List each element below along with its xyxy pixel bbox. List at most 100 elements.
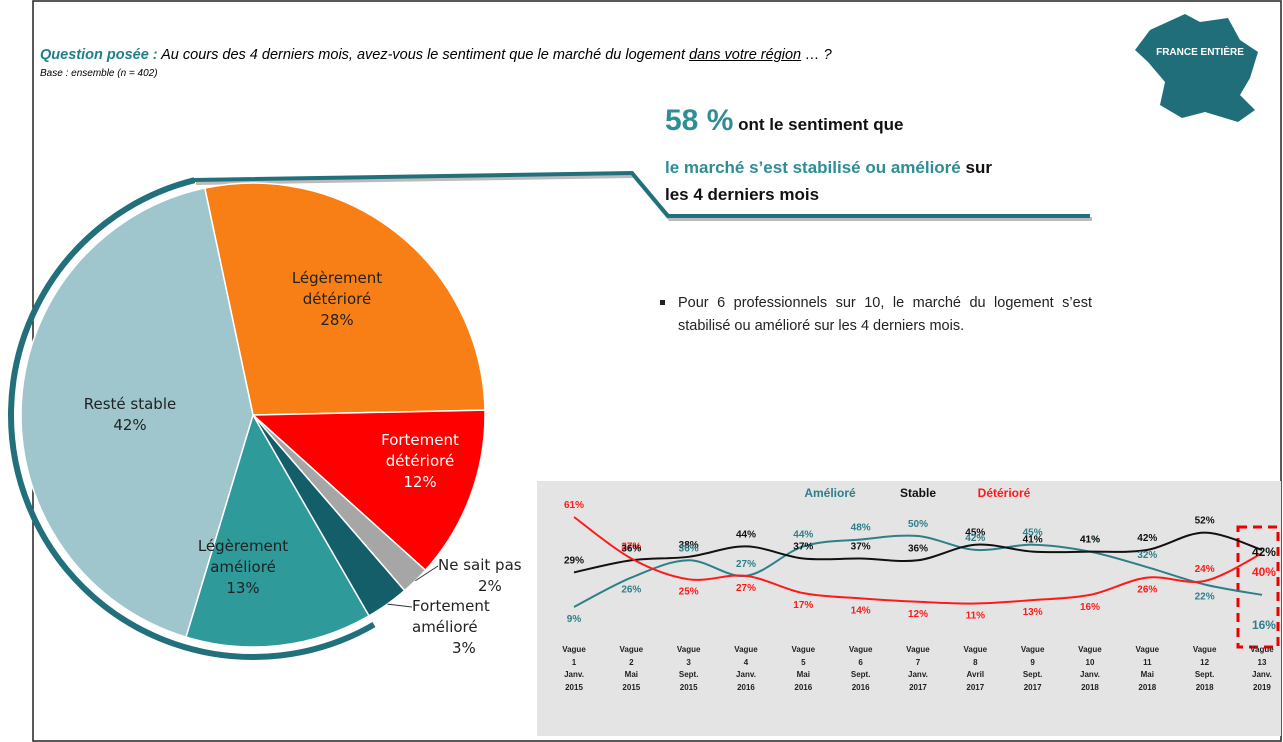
x-tick-line: 2 [629,657,634,667]
line-panel [537,481,1281,736]
x-tick-label: Vague 9 Sept. 2017 [1013,644,1053,694]
x-tick-label: Vague 13 Janv. 2019 [1242,644,1282,694]
x-tick-line: 10 [1085,657,1095,667]
x-tick-label: Vague 1 Janv. 2015 [554,644,594,694]
leader-line [415,565,439,582]
x-tick-line: Janv. [564,670,584,679]
x-tick-line: Sept. [850,670,871,679]
x-tick-label: Vague 12 Sept. 2018 [1185,644,1225,694]
x-tick-line: 7 [915,657,921,667]
category-label: Ne sait pas [438,556,522,574]
x-tick-line: 12 [1200,657,1210,667]
value-label: 38% [679,540,699,551]
value-label: 42% [113,416,147,434]
question-lead: Question posée : [40,47,158,63]
x-tick-line: 2017 [909,682,927,692]
value-label: 32% [1137,550,1157,561]
value-label: 13% [226,579,260,597]
x-tick-line: 2016 [794,682,813,692]
value-label: 12% [908,609,928,620]
value-label: 45% [965,528,985,539]
x-tick-line: Vague [963,645,988,654]
x-tick-line: Vague [791,645,816,654]
value-label: 42% [1137,533,1157,544]
x-tick-line: 3 [686,657,691,667]
pie-label: Resté stable 42% [60,394,200,436]
category-label: Légèrement amélioré [197,537,289,576]
x-tick-line: Avril [966,670,985,679]
value-label: 48% [851,523,871,534]
headline-highlight: le marché s’est stabilisé ou amélioré [665,158,961,177]
pie-label: Légèrement détérioré 28% [262,268,412,331]
value-label: 41% [1080,535,1100,546]
value-label: 36% [908,543,928,554]
x-tick-line: Mai [1140,670,1154,679]
x-tick-label: Vague 7 Janv. 2017 [898,644,938,694]
x-tick-line: Janv. [736,670,756,679]
category-label: Fortement détérioré [381,431,459,470]
x-tick-line: Vague [562,645,586,654]
x-tick-line: Janv. [1080,670,1100,679]
x-tick-line: 13 [1257,657,1267,667]
france-map [1135,14,1258,122]
value-label: 29% [564,555,584,566]
value-label: 9% [567,614,582,625]
x-tick-line: 2015 [679,682,698,692]
x-tick-label: Vague 8 Avril 2017 [955,644,995,694]
x-tick-line: 1 [571,657,577,667]
x-tick-line: 11 [1143,657,1152,667]
x-tick-line: 2016 [851,682,870,692]
x-tick-line: 8 [973,657,978,667]
headline-3: les 4 derniers mois [665,185,820,204]
pie-slice [185,413,371,648]
value-label: 12% [403,473,437,491]
value-label: 41% [1080,535,1100,546]
x-tick-line: 2018 [1195,682,1214,692]
pie-slice [251,409,486,572]
category-label: Légèrement détérioré [291,269,383,308]
question: Question posée : Au cours des 4 derniers… [40,47,832,63]
x-tick-label: Vague 4 Janv. 2016 [726,644,766,694]
bullet: Pour 6 professionnels sur 10, le marché … [660,292,1092,338]
value-label: 42% [965,533,985,544]
pie-label: Fortement amélioré 3% [412,596,542,659]
x-tick-line: 2019 [1253,682,1271,692]
value-label: 40% [1252,565,1276,579]
pie-label: Légèrement amélioré 13% [168,536,318,599]
legend-label: Amélioré [804,486,856,500]
x-tick-label: Vague 5 Mai 2016 [783,644,823,694]
value-label: 22% [1195,592,1215,603]
x-tick-line: Sept. [1022,670,1043,679]
pie-slice [20,187,254,639]
callout-line [193,170,1090,218]
headline-text: sur [965,158,992,177]
value-label: 44% [736,529,756,540]
value-label: 52% [1195,516,1215,527]
legend-label: Détérioré [978,486,1031,500]
value-label: 26% [621,585,641,596]
x-tick-line: 9 [1030,657,1035,667]
leader-line [387,603,413,608]
headline-text: ont le sentiment que [738,115,904,134]
x-tick-line: 6 [858,657,863,667]
pie-label: Ne sait pas 2% [438,555,568,597]
x-tick-line: Vague [619,645,644,654]
value-label: 28% [320,311,354,329]
x-tick-line: Janv. [1252,670,1272,679]
value-label: 26% [1137,585,1157,596]
highlight-box [1236,525,1280,649]
pie-ring [8,177,376,660]
x-tick-line: 2015 [565,682,583,692]
x-tick-line: Vague [1135,645,1160,654]
x-tick-line: Sept. [1194,670,1215,679]
x-tick-line: Vague [1192,645,1217,654]
value-label: 45% [1023,528,1043,539]
question-underlined: dans votre région [689,47,802,63]
value-label: 36% [621,543,641,554]
x-tick-line: 2017 [1023,682,1042,692]
line-series [573,531,1263,574]
x-tick-label: Vague 2 Mai 2015 [611,644,651,694]
x-tick-line: 2017 [966,682,985,692]
